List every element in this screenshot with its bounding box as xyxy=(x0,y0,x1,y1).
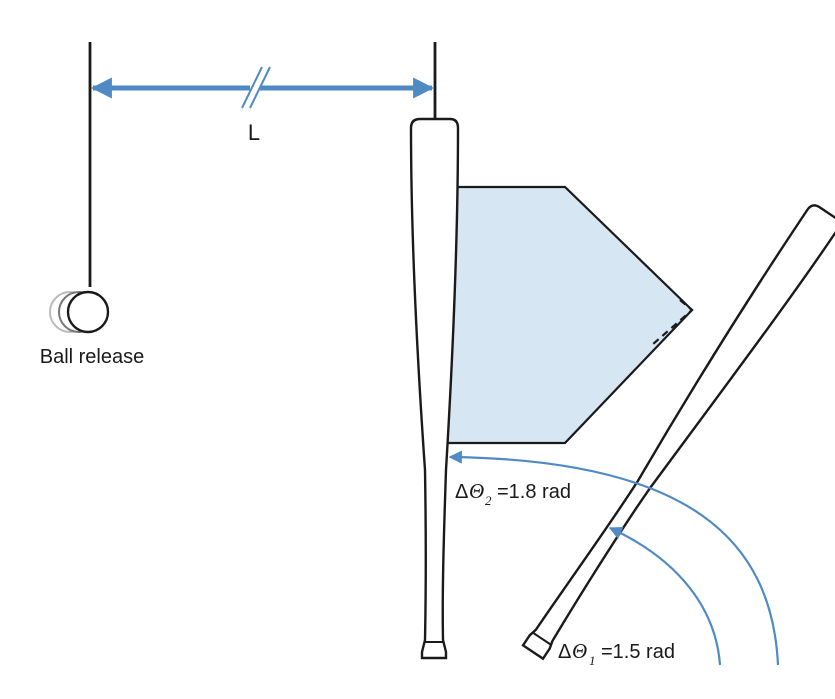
theta2-arc xyxy=(448,450,780,666)
theta1-delta: Δ xyxy=(558,641,571,663)
theta1-subscript: 1 xyxy=(589,653,596,668)
distance-break-gap xyxy=(250,82,260,94)
distance-break-mark-1 xyxy=(241,66,263,109)
ball-release-label: Ball release xyxy=(40,346,145,368)
theta1-value: =1.5 rad xyxy=(601,641,675,663)
theta1-arc xyxy=(608,526,722,666)
theta1-label: Δ Θ 1 =1.5 rad xyxy=(558,639,675,668)
strike-zone xyxy=(430,185,694,445)
theta2-value: =1.8 rad xyxy=(497,481,571,503)
theta2-subscript: 2 xyxy=(485,493,492,508)
theta2-label: Δ Θ 2 =1.8 rad xyxy=(455,479,571,508)
ball xyxy=(66,290,110,334)
distance-label: L xyxy=(248,120,260,145)
distance-break-mark-2 xyxy=(249,66,271,109)
theta2-delta: Δ xyxy=(455,481,468,503)
theta2-symbol: Θ xyxy=(469,479,484,503)
strike-zone-dashed-tip xyxy=(651,299,694,346)
bat-vertical xyxy=(409,117,460,660)
theta1-symbol: Θ xyxy=(572,639,587,663)
